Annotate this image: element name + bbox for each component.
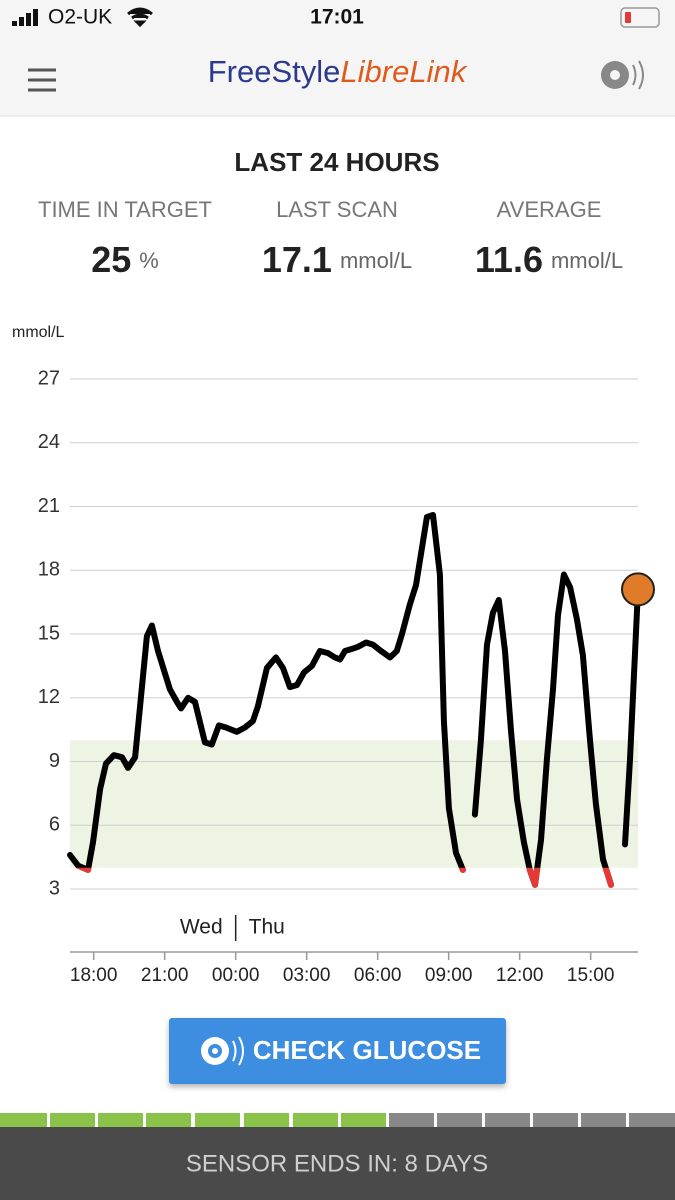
wifi-icon [127,7,153,28]
sensor-status: SENSOR ENDS IN: 8 DAYS [186,1150,488,1177]
x-tick-label: 06:00 [354,965,402,986]
stats: TIME IN TARGET 25 % LAST SCAN 17.1 mmol/L AVER… [38,197,623,280]
day-label: Thu [249,916,285,939]
y-tick-label: 9 [49,750,60,772]
y-tick-label: 12 [38,686,60,708]
sensor-progress [0,1113,675,1127]
logo-product: LibreLink [340,54,467,89]
target-band [70,740,638,868]
y-tick-label: 24 [38,431,60,453]
x-tick-label: 21:00 [141,965,189,986]
y-tick-label: 27 [38,367,60,389]
signal-icon [12,9,38,26]
battery-icon [620,7,660,28]
y-tick-label: 18 [38,559,60,581]
stat-value: 17.1 mmol/L [262,239,412,280]
y-tick-label: 15 [38,622,60,644]
stat-number: 25 [91,239,131,280]
carrier: O2-UK [48,6,112,29]
stat-unit: mmol/L [551,248,623,273]
x-tick-label: 18:00 [70,965,118,986]
stat-unit: mmol/L [340,248,412,273]
stat-label: LAST SCAN [276,197,398,222]
stat-number: 11.6 [475,239,543,280]
scan-button[interactable] [601,60,644,90]
stat-label: TIME IN TARGET [38,197,212,222]
check-glucose-button[interactable]: CHECK GLUCOSE [169,1018,506,1084]
stat-label: AVERAGE [497,197,602,222]
battery-level [625,12,631,23]
page-title: LAST 24 HOURS [234,147,439,177]
chart: mmol/L 3 6 9 12 15 18 21 24 27 18:00 21:00 00:00 03:0… [12,324,655,986]
header-bg [0,0,675,116]
y-tick-label: 21 [38,495,60,517]
logo-brand: FreeStyle [208,54,341,89]
last-scan-marker [621,572,655,607]
menu-button[interactable] [28,68,56,92]
y-tick-label: 6 [49,814,60,836]
glucose-line [67,512,641,888]
stat-unit: % [139,248,159,273]
clock: 17:01 [310,6,364,29]
day-label: Wed [180,916,223,939]
button-label[interactable]: CHECK GLUCOSE [253,1035,481,1065]
x-tick-label: 00:00 [212,965,260,986]
x-tick-label: 12:00 [496,965,544,986]
footer-bg [0,1127,675,1200]
stat-number: 17.1 [262,239,332,280]
x-tick-label: 09:00 [425,965,473,986]
y-tick-label: 3 [49,877,60,899]
app-logo: FreeStyleLibreLink [208,54,468,89]
stat-value: 11.6 mmol/L [475,239,623,280]
x-tick-label: 03:00 [283,965,331,986]
y-axis-label: mmol/L [12,324,65,341]
x-tick-label: 15:00 [567,965,615,986]
stat-value: 25% [91,239,159,280]
